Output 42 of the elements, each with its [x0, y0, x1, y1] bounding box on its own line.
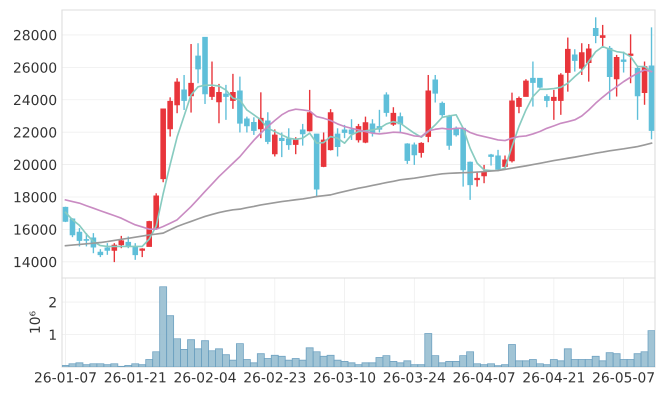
- candlestick: [418, 142, 424, 158]
- candlestick: [223, 84, 229, 121]
- candlestick: [544, 94, 550, 108]
- line-series: [64, 69, 652, 230]
- x-tick-label: 26-01-07: [34, 372, 96, 383]
- y-tick-label: 2: [49, 297, 56, 308]
- candlestick: [523, 78, 529, 98]
- x-tick-label: 26-02-23: [244, 372, 306, 383]
- candlestick: [104, 242, 110, 256]
- y-tick-label: 1: [50, 330, 56, 340]
- y-tick-label: 22000: [14, 127, 56, 138]
- x-tick-label: 26-02-04: [174, 372, 236, 383]
- y-axis-title: 10⁶: [30, 311, 40, 333]
- y-tick-label: 16000: [14, 224, 56, 235]
- candlestick: [620, 50, 626, 74]
- y-tick-label: 28000: [14, 30, 56, 40]
- y-tick-label: 26000: [14, 62, 56, 73]
- candlestick: [572, 48, 578, 72]
- candlestick: [614, 54, 620, 98]
- candlestick: [592, 16, 598, 44]
- candlestick: [181, 74, 187, 111]
- x-tick-label: 26-03-24: [384, 372, 446, 383]
- candlestick: [118, 235, 124, 249]
- candlestick: [565, 36, 571, 92]
- candlestick: [439, 100, 446, 118]
- candlestick: [600, 24, 606, 48]
- x-tick-label: 26-03-10: [314, 372, 376, 383]
- candlestick: [272, 128, 278, 158]
- candlestick: [292, 136, 299, 155]
- y-tick-label: 14000: [14, 256, 56, 268]
- line-series: [64, 142, 652, 247]
- y-tick-label: 18000: [14, 192, 56, 202]
- y-tick-label: 20000: [14, 160, 56, 170]
- candlestick: [384, 92, 390, 118]
- candlestick: [300, 123, 306, 146]
- x-tick-label: 26-01-21: [104, 372, 166, 383]
- x-tick-label: 26-04-21: [523, 372, 584, 383]
- y-tick-label: 24000: [14, 94, 56, 106]
- x-tick-label: 26-05-07: [593, 372, 654, 383]
- x-tick-label: 26-04-07: [454, 372, 514, 383]
- candlestick: [306, 89, 312, 132]
- candlestick: [432, 74, 438, 104]
